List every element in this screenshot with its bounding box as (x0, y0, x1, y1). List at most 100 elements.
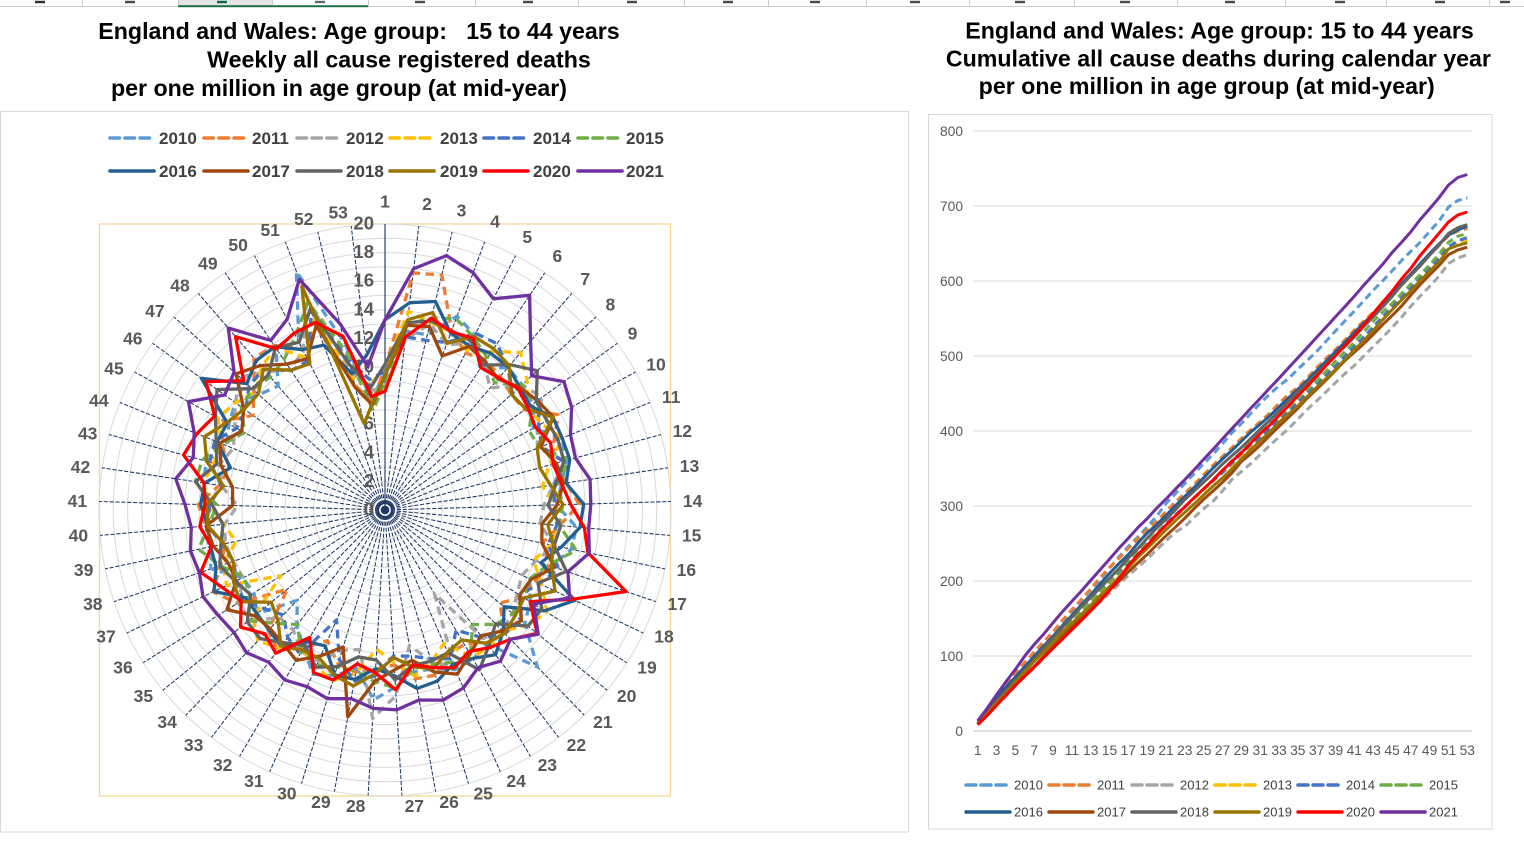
svg-text:2016: 2016 (1014, 805, 1043, 820)
svg-text:27: 27 (405, 796, 424, 816)
svg-text:38: 38 (83, 594, 103, 614)
svg-text:17: 17 (1121, 743, 1136, 758)
svg-text:200: 200 (940, 574, 963, 589)
svg-text:2012: 2012 (346, 129, 384, 148)
svg-text:25: 25 (1196, 743, 1212, 758)
svg-text:2018: 2018 (1180, 805, 1209, 820)
svg-text:7: 7 (580, 269, 590, 289)
svg-text:5: 5 (1012, 743, 1020, 758)
svg-text:2015: 2015 (626, 129, 664, 148)
svg-text:10: 10 (646, 354, 666, 374)
svg-text:12: 12 (673, 421, 693, 441)
svg-text:45: 45 (104, 359, 124, 379)
svg-text:19: 19 (637, 657, 657, 677)
svg-text:2: 2 (364, 470, 374, 491)
svg-text:2014: 2014 (1346, 778, 1375, 793)
svg-text:41: 41 (1347, 743, 1362, 758)
svg-text:2015: 2015 (1429, 778, 1458, 793)
svg-text:11: 11 (1065, 743, 1079, 758)
svg-text:18: 18 (353, 241, 374, 262)
svg-text:33: 33 (1271, 743, 1287, 758)
svg-text:500: 500 (940, 349, 963, 364)
svg-text:20: 20 (617, 686, 637, 706)
svg-text:39: 39 (74, 560, 94, 580)
svg-text:6: 6 (364, 413, 374, 434)
svg-text:2013: 2013 (1263, 778, 1292, 793)
svg-text:25: 25 (473, 783, 493, 803)
svg-text:England and Wales: Age group:: England and Wales: Age group: 15 to 44 y… (965, 17, 1474, 43)
svg-text:2010: 2010 (1014, 778, 1043, 793)
svg-text:29: 29 (311, 792, 331, 812)
svg-text:Weekly all cause registered de: Weekly all cause registered deaths (207, 47, 591, 73)
svg-text:14: 14 (353, 298, 374, 319)
svg-text:per one million in age group (: per one million in age group (at mid-yea… (979, 73, 1435, 99)
svg-text:15: 15 (1102, 743, 1118, 758)
svg-text:per one million in age group (: per one million in age group (at mid-yea… (111, 75, 567, 101)
svg-text:35: 35 (1290, 743, 1306, 758)
svg-text:23: 23 (1177, 743, 1193, 758)
svg-text:31: 31 (1253, 743, 1268, 758)
svg-text:2017: 2017 (1097, 805, 1126, 820)
svg-text:2: 2 (422, 194, 432, 214)
svg-text:2021: 2021 (626, 162, 664, 181)
svg-text:48: 48 (170, 276, 190, 296)
svg-text:600: 600 (940, 274, 963, 289)
svg-text:24: 24 (506, 771, 526, 791)
svg-text:0: 0 (364, 499, 374, 520)
svg-text:37: 37 (1309, 743, 1324, 758)
svg-text:39: 39 (1328, 743, 1344, 758)
svg-text:33: 33 (184, 735, 204, 755)
svg-text:16: 16 (353, 270, 374, 291)
svg-text:53: 53 (1460, 743, 1476, 758)
svg-text:28: 28 (346, 796, 366, 816)
svg-text:32: 32 (213, 755, 233, 775)
svg-text:19: 19 (1140, 743, 1156, 758)
svg-text:2019: 2019 (1263, 805, 1292, 820)
svg-text:23: 23 (538, 755, 558, 775)
svg-text:42: 42 (71, 457, 91, 477)
svg-text:47: 47 (145, 301, 164, 321)
svg-text:4: 4 (490, 212, 500, 232)
svg-text:England and Wales: Age group:: England and Wales: Age group: 15 to 44 y… (98, 18, 619, 44)
svg-text:400: 400 (940, 424, 963, 439)
svg-text:2019: 2019 (440, 162, 478, 181)
svg-text:1: 1 (974, 743, 982, 758)
svg-text:2010: 2010 (159, 129, 197, 148)
svg-text:2021: 2021 (1429, 805, 1458, 820)
svg-text:30: 30 (277, 783, 297, 803)
svg-text:2020: 2020 (533, 162, 571, 181)
svg-text:11: 11 (662, 387, 681, 407)
svg-text:Cumulative all cause deaths du: Cumulative all cause deaths during calen… (946, 45, 1491, 71)
svg-text:14: 14 (683, 491, 703, 511)
svg-text:13: 13 (1083, 743, 1099, 758)
svg-text:34: 34 (157, 712, 177, 732)
svg-text:18: 18 (654, 627, 674, 647)
svg-text:6: 6 (553, 246, 563, 266)
svg-text:2013: 2013 (440, 129, 478, 148)
svg-text:46: 46 (123, 329, 143, 349)
svg-text:37: 37 (96, 627, 115, 647)
svg-text:27: 27 (1215, 743, 1230, 758)
svg-text:45: 45 (1384, 743, 1400, 758)
svg-text:31: 31 (244, 771, 264, 791)
svg-text:51: 51 (260, 220, 280, 240)
svg-text:2011: 2011 (1097, 778, 1125, 793)
svg-text:49: 49 (1422, 743, 1438, 758)
svg-text:26: 26 (439, 792, 459, 812)
svg-text:2012: 2012 (1180, 778, 1209, 793)
svg-text:40: 40 (69, 526, 89, 546)
svg-text:21: 21 (1158, 743, 1173, 758)
svg-text:3: 3 (457, 201, 467, 221)
svg-text:47: 47 (1403, 743, 1418, 758)
svg-text:7: 7 (1030, 743, 1038, 758)
svg-text:52: 52 (294, 209, 314, 229)
svg-text:300: 300 (940, 499, 963, 514)
svg-text:2016: 2016 (159, 162, 197, 181)
svg-text:1: 1 (380, 192, 390, 212)
svg-text:17: 17 (667, 594, 686, 614)
svg-text:9: 9 (1049, 743, 1057, 758)
svg-text:100: 100 (940, 649, 963, 664)
svg-text:35: 35 (134, 686, 154, 706)
svg-text:36: 36 (113, 657, 133, 677)
svg-text:44: 44 (89, 390, 109, 410)
